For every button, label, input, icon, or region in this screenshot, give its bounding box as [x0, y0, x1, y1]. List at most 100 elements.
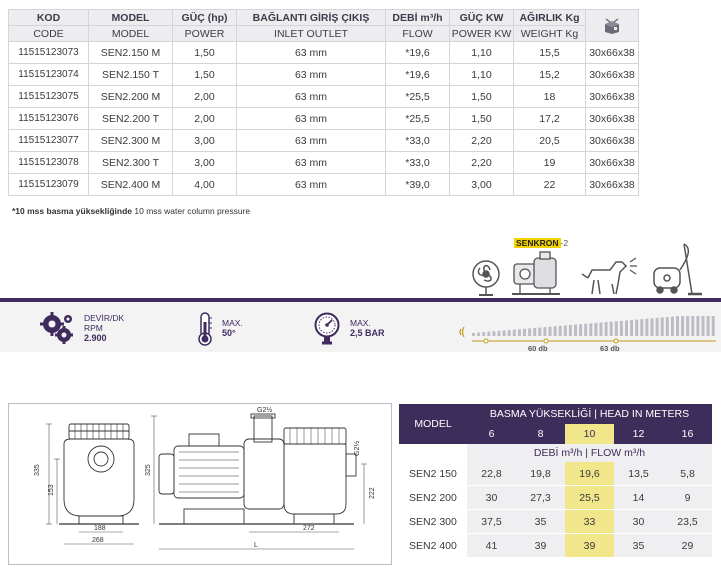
flow-row: SEN2 150 22,8 19,8 19,6 13,5 5,8 [399, 462, 713, 486]
spec-table: KOD MODEL GÜÇ (hp) BAĞLANTI GİRİŞ ÇIKIŞ … [8, 9, 639, 196]
header-flow: FLOW [385, 25, 450, 42]
spec-cell: *25,5 [385, 107, 450, 130]
flow-value: 19,8 [516, 462, 565, 486]
noise-icons [472, 243, 702, 296]
head-value: 12 [614, 424, 663, 444]
meter-bar [640, 319, 644, 336]
spec-row: 11515123079 SEN2.400 M 4,00 63 mm *39,0 3,00 2… [8, 173, 639, 196]
spec-cell: SEN2.200 M [88, 85, 173, 108]
spec-cell: 11515123077 [8, 129, 89, 152]
meter-bar [619, 320, 623, 336]
flow-row: SEN2 300 37,5 35 33 30 23,5 [399, 509, 713, 534]
pump-front-view [59, 423, 139, 525]
spec-cell: 1,50 [172, 41, 237, 64]
spec-cell: 20,5 [513, 129, 586, 152]
meter-bar [625, 320, 628, 336]
spec-cell: 18 [513, 85, 586, 108]
spec-cell: 63 mm [236, 63, 386, 86]
dim-153: 153 [48, 484, 55, 496]
spec-cell: 30x66x38 [585, 173, 639, 196]
pressure-value: 2,5 BAR [350, 328, 385, 338]
sound-level-meter [459, 316, 716, 344]
spec-cell: 11515123078 [8, 151, 89, 174]
flow-value: 13,5 [614, 462, 663, 486]
meter-bar [502, 330, 506, 336]
flow-model: SEN2 400 [399, 533, 467, 558]
header-inlet-outlet: INLET OUTLET [236, 25, 386, 42]
spec-cell: SEN2.300 M [88, 129, 173, 152]
head-title: BASMA YÜKSEKLİĞİ | HEAD IN METERS [467, 404, 713, 424]
meter-bar [691, 316, 695, 336]
header-guc-kw: GÜÇ KW [449, 9, 514, 26]
meter-bar [681, 316, 685, 336]
meter-bar [548, 326, 552, 336]
meter-bar [676, 316, 679, 336]
technical-drawing: 335 153 188 268 325 G2½ G2½ 222 272 L [8, 403, 392, 565]
meter-bar [507, 330, 511, 336]
footnote-bold: *10 mss basma yüksekliğinde [12, 206, 133, 216]
dim-g2-side: G2½ [353, 441, 361, 456]
meter-bar [655, 317, 659, 336]
spec-row: 11515123078 SEN2.300 T 3,00 63 mm *33,0 2,20 1… [8, 151, 639, 174]
spec-cell: 63 mm [236, 85, 386, 108]
sound-wave-icon [459, 326, 465, 338]
header-box [585, 9, 639, 42]
meter-bar [701, 316, 705, 336]
rpm-block: DEVİR/DK RPM 2.900 [84, 313, 124, 343]
flow-model: SEN2 150 [399, 462, 467, 486]
level-63db: 63 db [600, 344, 620, 353]
rpm-label: DEVİR/DK [84, 313, 125, 323]
spec-cell: 3,00 [172, 151, 237, 174]
spec-cell: 11515123079 [8, 173, 89, 196]
purple-band [0, 298, 721, 302]
spec-cell: SEN2.300 T [88, 151, 173, 174]
dim-335: 335 [34, 464, 41, 476]
meter-bar [568, 325, 572, 336]
rpm-value: 2.900 [84, 333, 107, 343]
barking-dog-icon [581, 257, 637, 295]
flow-value: 37,5 [467, 509, 516, 534]
header-model-en: MODEL [88, 25, 173, 42]
spec-cell: *33,0 [385, 129, 450, 152]
meter-bar [543, 327, 547, 336]
head-value: 16 [663, 424, 713, 444]
meter-bar [533, 327, 537, 336]
meter-bar [579, 324, 583, 336]
spec-row: 11515123076 SEN2.200 T 2,00 63 mm *25,5 1,50 1… [8, 107, 639, 130]
footnote: *10 mss basma yüksekliğinde 10 mss water… [12, 206, 250, 216]
flow-value: 39 [516, 533, 565, 558]
pressure-label: MAX. [350, 318, 371, 328]
package-box-icon [605, 17, 619, 34]
header-guc: GÜÇ (hp) [172, 9, 237, 26]
spec-cell: 1,50 [172, 63, 237, 86]
spec-cell: *19,6 [385, 41, 450, 64]
gears-icon [40, 312, 73, 344]
vacuum-cleaner-icon [653, 243, 702, 296]
dim-272: 272 [303, 525, 315, 532]
meter-bar [482, 332, 486, 336]
meter-bar [594, 322, 598, 336]
flow-value: 5,8 [663, 462, 713, 486]
meter-bar [604, 322, 608, 336]
header-baglanti: BAĞLANTI GİRİŞ ÇIKIŞ [236, 9, 386, 26]
spec-cell: 63 mm [236, 151, 386, 174]
spec-cell: *19,6 [385, 63, 450, 86]
flow-value: 19,6 [565, 462, 614, 486]
spec-cell: 17,2 [513, 107, 586, 130]
flow-value: 25,5 [565, 485, 614, 510]
flow-model-header: MODEL [399, 404, 467, 444]
spec-cell: *33,0 [385, 151, 450, 174]
spec-cell: 1,50 [449, 107, 514, 130]
spec-cell: 30x66x38 [585, 129, 639, 152]
level-60db: 60 db [528, 344, 548, 353]
head-value: 8 [516, 424, 565, 444]
flow-value: 30 [614, 509, 663, 534]
header-weight: WEIGHT Kg [513, 25, 586, 42]
spec-cell: SEN2.200 T [88, 107, 173, 130]
spec-cell: 4,00 [172, 173, 237, 196]
spec-cell: 30x66x38 [585, 85, 639, 108]
header-model: MODEL [88, 9, 173, 26]
header-code: CODE [8, 25, 89, 42]
temp-value: 50° [222, 328, 236, 338]
rpm-label-en: RPM [84, 323, 103, 333]
